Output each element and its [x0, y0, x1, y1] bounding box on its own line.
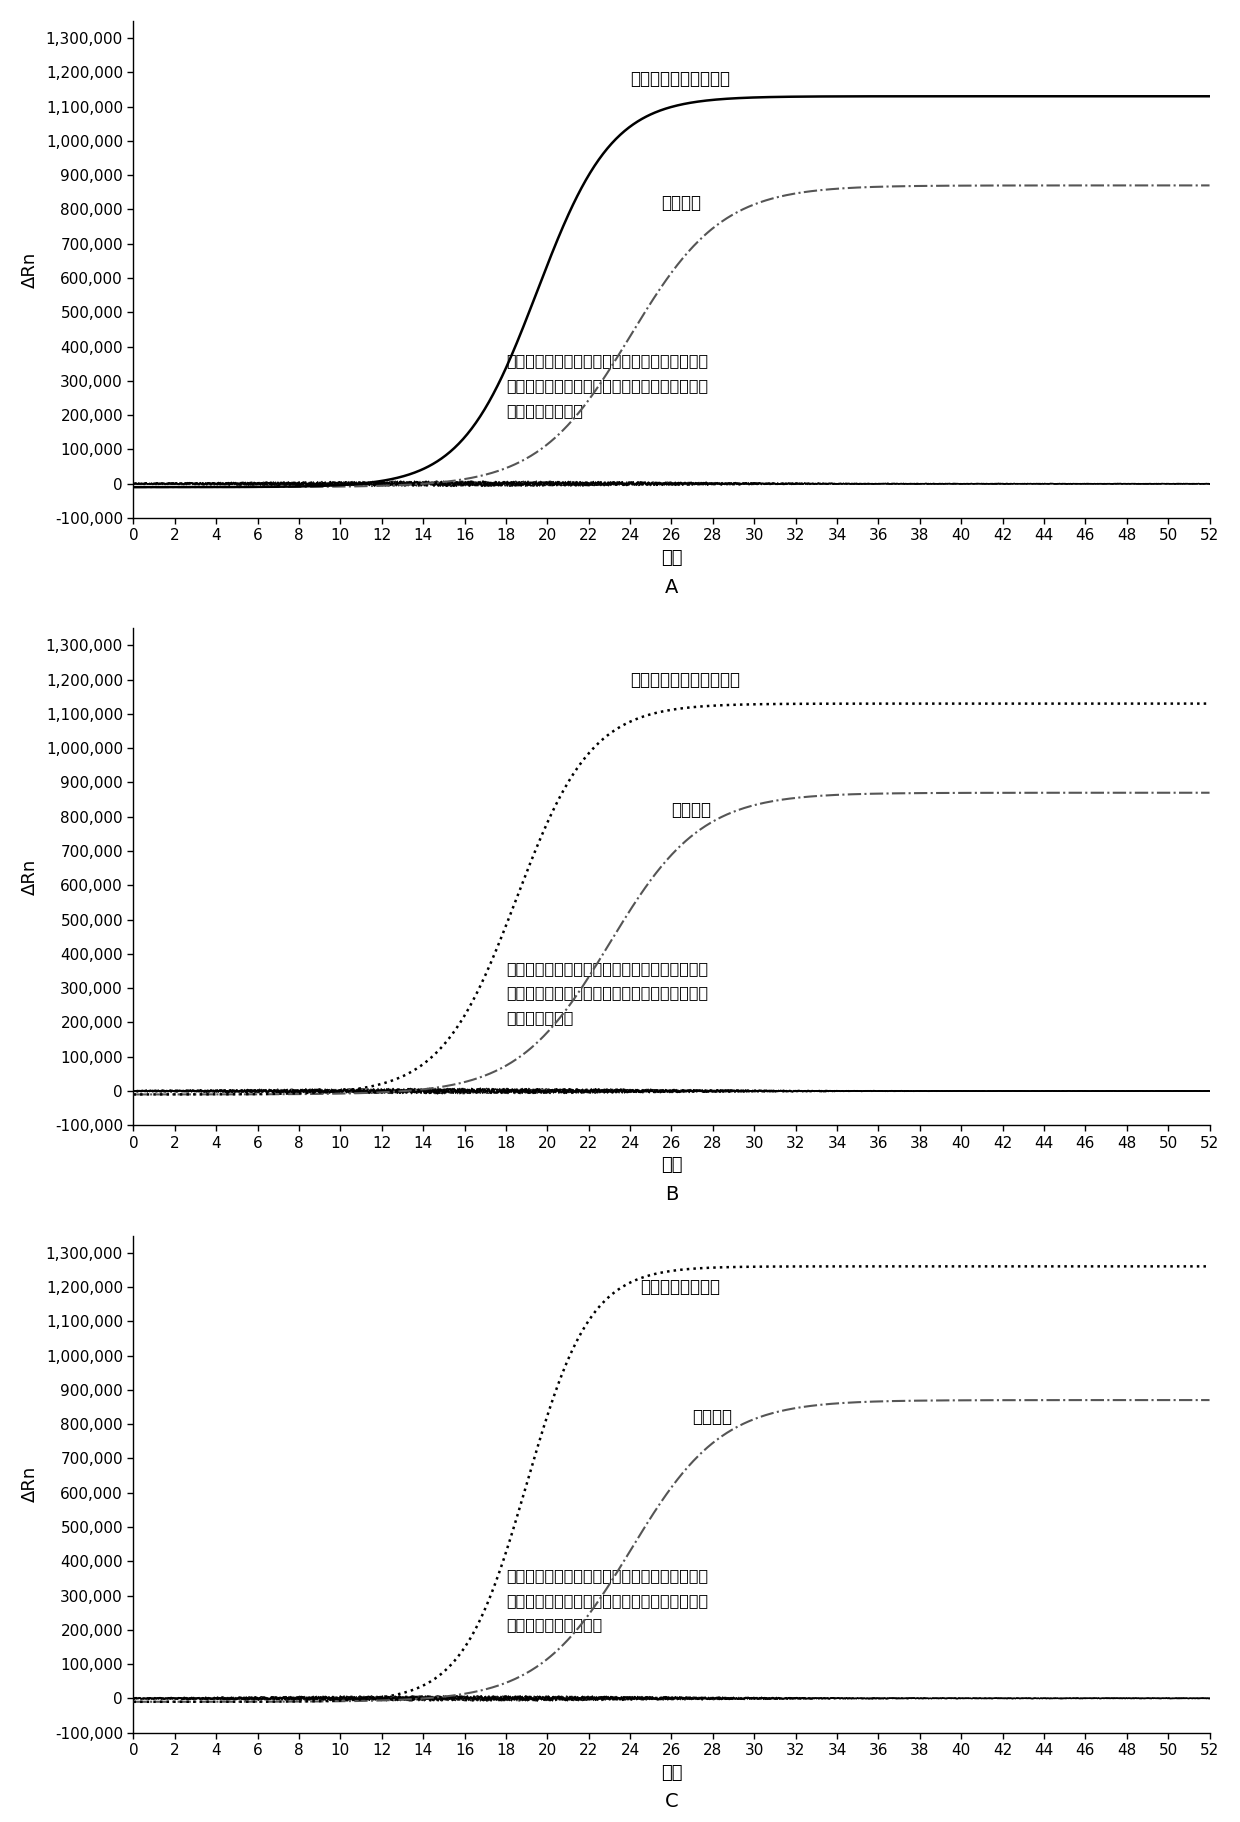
- X-axis label: 循环: 循环: [661, 1157, 682, 1175]
- Text: 粪肠球菌阳性样本: 粪肠球菌阳性样本: [640, 1277, 720, 1295]
- Text: A: A: [665, 578, 678, 596]
- X-axis label: 循环: 循环: [661, 1764, 682, 1782]
- Text: 阳性对照: 阳性对照: [672, 802, 712, 818]
- Text: 金黄色葡萄球菌阳性样本、粪肠球菌阳性样本、
屎肠球菌阳性样本、酿脓链球菌阳性样本、健康
者样本和阴性对照: 金黄色葡萄球菌阳性样本、粪肠球菌阳性样本、 屎肠球菌阳性样本、酿脓链球菌阳性样本…: [506, 353, 708, 417]
- Text: B: B: [665, 1184, 678, 1204]
- Text: 阳性对照: 阳性对照: [661, 193, 701, 211]
- Text: 金黄色葡萄球菌阳性样本: 金黄色葡萄球菌阳性样本: [630, 670, 740, 689]
- X-axis label: 循环: 循环: [661, 548, 682, 567]
- Text: 表皮葡萄球菌阳性样本、粪肠球菌阳性样本、屎
肠球菌阳性样本、酿脓链球菌阳性样本、健康者
样本和阴性对照: 表皮葡萄球菌阳性样本、粪肠球菌阳性样本、屎 肠球菌阳性样本、酿脓链球菌阳性样本、…: [506, 960, 708, 1026]
- Y-axis label: ΔRn: ΔRn: [21, 858, 38, 895]
- Text: 阳性对照: 阳性对照: [692, 1408, 732, 1427]
- Y-axis label: ΔRn: ΔRn: [21, 251, 38, 288]
- Text: 表皮葡萄球菌阳性样本: 表皮葡萄球菌阳性样本: [630, 69, 730, 87]
- Y-axis label: ΔRn: ΔRn: [21, 1467, 38, 1501]
- Text: 表皮葡萄球菌阳性样本、金黄色葡萄球菌阳性样
本、屎肠球菌阳性样本、酿脓链球菌阳性样本、
健康者样本和阴性对照: 表皮葡萄球菌阳性样本、金黄色葡萄球菌阳性样 本、屎肠球菌阳性样本、酿脓链球菌阳性…: [506, 1569, 708, 1633]
- Text: C: C: [665, 1793, 678, 1811]
